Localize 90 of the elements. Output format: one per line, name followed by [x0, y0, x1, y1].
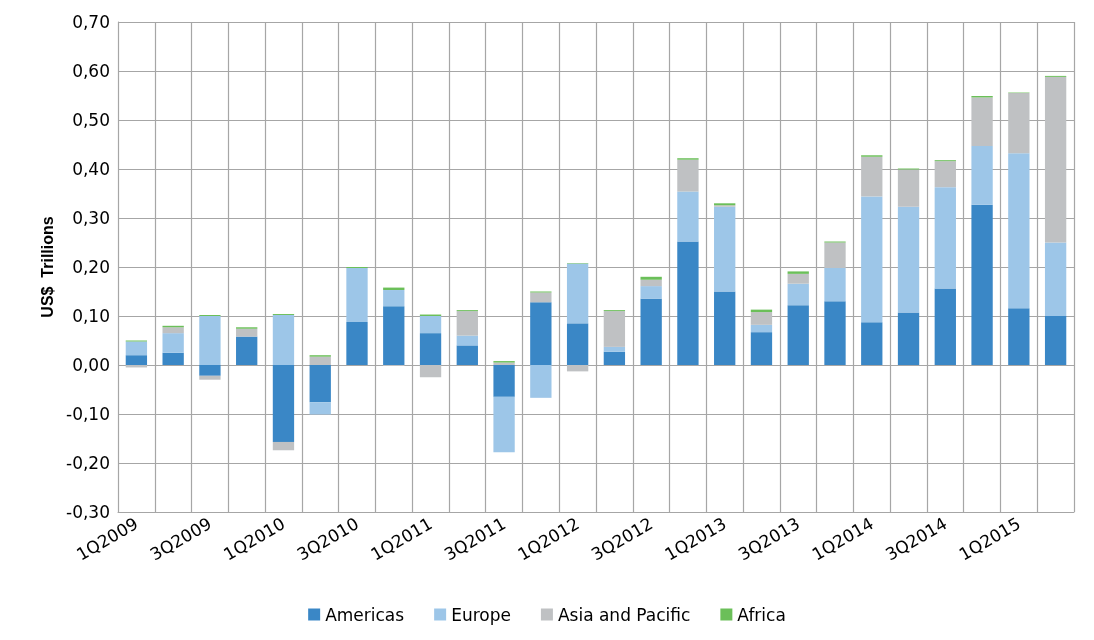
y-tick-label: 0,50	[72, 110, 110, 130]
bar	[530, 302, 552, 365]
legend-label: Americas	[325, 604, 405, 625]
bar	[383, 306, 405, 365]
y-tick-label: 0,20	[72, 257, 110, 277]
y-tick-label: 0,30	[72, 208, 110, 228]
bar	[383, 290, 405, 307]
bar	[162, 327, 184, 334]
bar	[750, 312, 773, 325]
bar	[456, 311, 478, 336]
bar	[456, 345, 478, 365]
bar	[640, 279, 662, 287]
bar	[530, 292, 552, 303]
bar	[640, 286, 662, 299]
bar	[824, 242, 846, 268]
bar	[530, 365, 552, 398]
bar	[162, 352, 184, 365]
bar	[603, 351, 626, 365]
bar	[750, 332, 773, 365]
bar	[824, 301, 846, 365]
bar	[199, 316, 221, 365]
bar	[1008, 308, 1030, 365]
bar	[199, 375, 221, 380]
y-tick-label: -0,30	[66, 502, 110, 522]
bar	[272, 441, 295, 451]
bar	[566, 323, 589, 365]
bar	[309, 402, 331, 415]
bar	[934, 288, 956, 365]
bar	[272, 315, 295, 365]
y-tick-label: 0,40	[72, 159, 110, 179]
bar	[640, 298, 662, 365]
bar	[934, 161, 956, 188]
bar	[309, 356, 331, 365]
bar	[1008, 153, 1030, 309]
y-tick-label: 0,60	[72, 61, 110, 81]
bar	[640, 276, 662, 280]
y-tick-label: 0,00	[72, 355, 110, 375]
bar	[125, 341, 148, 356]
bar	[1008, 93, 1030, 154]
y-tick-label: -0,20	[66, 453, 110, 473]
bar	[272, 365, 295, 442]
legend-label: Europe	[451, 604, 511, 625]
bar	[419, 365, 442, 378]
bar	[566, 365, 589, 372]
bar	[861, 196, 883, 323]
bar	[787, 273, 809, 284]
bar	[787, 283, 809, 306]
bar	[787, 271, 809, 274]
bar	[603, 346, 626, 352]
bar	[456, 335, 478, 346]
bar	[419, 333, 442, 365]
bar	[750, 324, 773, 333]
bar	[714, 291, 736, 365]
y-tick-label: 0,10	[72, 306, 110, 326]
bar	[236, 328, 258, 337]
bar	[603, 311, 626, 347]
bar	[162, 333, 184, 353]
bar	[1044, 242, 1067, 316]
bar	[824, 267, 846, 302]
bar	[971, 145, 993, 205]
bar	[897, 312, 920, 365]
bar	[125, 355, 148, 365]
bar	[934, 187, 956, 289]
bar	[419, 316, 442, 334]
bar	[787, 305, 809, 365]
bar	[1044, 76, 1067, 243]
bar	[677, 191, 699, 242]
bar	[493, 365, 515, 397]
bar	[236, 336, 258, 365]
y-axis-title: US$ Trillions	[38, 216, 56, 318]
bar	[971, 97, 993, 146]
bar	[861, 322, 883, 365]
bar	[714, 206, 736, 292]
bar	[493, 396, 515, 453]
bar	[971, 204, 993, 365]
bar	[677, 159, 699, 192]
y-tick-label: 0,70	[72, 12, 110, 32]
bar	[309, 365, 331, 403]
bar	[677, 241, 699, 365]
legend-label: Africa	[737, 604, 786, 625]
legend-label: Asia and Pacific	[557, 604, 691, 625]
bar	[897, 169, 920, 207]
bar	[346, 267, 368, 322]
y-tick-label: -0,10	[66, 404, 110, 424]
bar	[1044, 316, 1067, 365]
bar	[861, 156, 883, 197]
bar	[566, 263, 589, 324]
bar	[199, 365, 221, 376]
bar	[897, 206, 920, 313]
bar	[346, 321, 368, 365]
